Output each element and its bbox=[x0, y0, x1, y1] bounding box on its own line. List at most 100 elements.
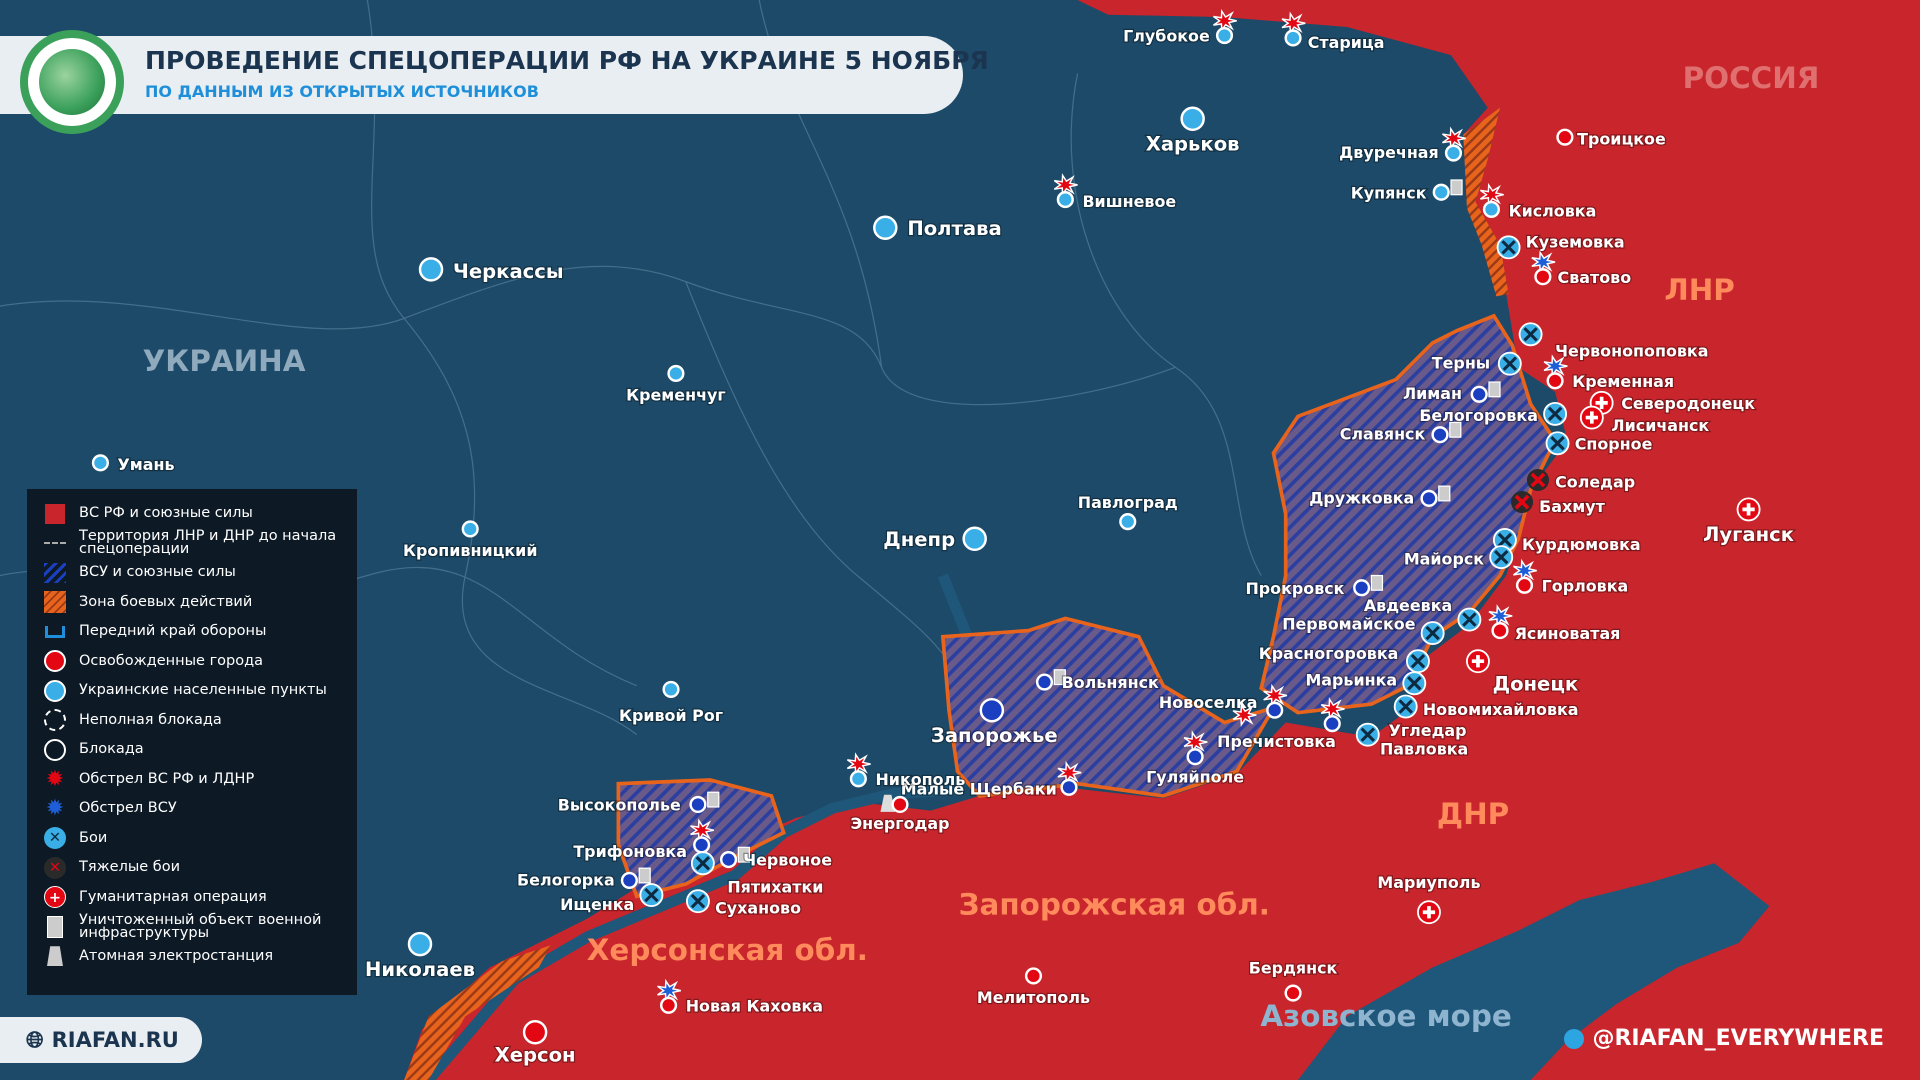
city-36[interactable]: Ясиноватая bbox=[1488, 604, 1622, 644]
city-58[interactable]: Суханово bbox=[686, 889, 802, 919]
city-4[interactable]: Троицкое bbox=[1556, 128, 1667, 150]
city-10[interactable]: Сватово bbox=[1531, 250, 1632, 288]
city-11[interactable]: Черкассы bbox=[418, 257, 565, 284]
city-56[interactable]: Пятихатки bbox=[690, 851, 825, 898]
city-label: Полтава bbox=[907, 217, 1001, 240]
city-6[interactable]: Вишневое bbox=[1053, 173, 1178, 212]
city-0[interactable]: Глубокое bbox=[1122, 9, 1237, 47]
city-42[interactable]: Кривой Рог bbox=[618, 680, 724, 726]
city-41[interactable]: Новоселка bbox=[1158, 683, 1288, 719]
site-link[interactable]: 🌐︎ RIAFAN.RU bbox=[0, 1017, 202, 1063]
city-15[interactable]: Кременная bbox=[1543, 354, 1675, 392]
city-54[interactable]: Червоное bbox=[720, 846, 833, 871]
region-label: ДНР bbox=[1437, 797, 1509, 831]
city-52[interactable]: Высокополье bbox=[557, 791, 720, 816]
city-7[interactable]: Полтава bbox=[873, 215, 1003, 241]
city-29[interactable]: Днепр bbox=[882, 526, 987, 552]
frontline-city-marker bbox=[1353, 579, 1371, 597]
city-16[interactable]: Лиман bbox=[1402, 381, 1501, 404]
legend-label: Передний край обороны bbox=[79, 623, 267, 640]
globe-logo bbox=[20, 30, 124, 134]
city-9[interactable]: Куземовка bbox=[1496, 231, 1626, 260]
city-39[interactable]: Вольнянск bbox=[1035, 669, 1160, 693]
legend-item: Неполная блокада bbox=[41, 706, 357, 736]
heavy-battle-icon: ✕ bbox=[41, 855, 69, 881]
city-26[interactable]: Дружковка bbox=[1308, 485, 1451, 508]
russian-shelling-icon bbox=[1183, 730, 1208, 754]
city-57[interactable]: Ищенка bbox=[559, 883, 664, 915]
city-3[interactable]: Двуречная bbox=[1338, 126, 1466, 163]
city-label: Павловка bbox=[1380, 739, 1468, 758]
city-18[interactable]: Белогоровка bbox=[1418, 401, 1568, 426]
legend-item: Уничтоженный объект военной инфраструкту… bbox=[41, 912, 357, 942]
city-32[interactable]: Горловка bbox=[1513, 558, 1629, 597]
destroyed-object-icon bbox=[737, 846, 750, 863]
city-25[interactable]: Павлоград bbox=[1077, 492, 1179, 531]
city-43[interactable]: Новомихайловка bbox=[1393, 694, 1580, 720]
city-44[interactable]: Запорожье bbox=[930, 697, 1059, 748]
city-34[interactable]: Авдеевка bbox=[1363, 595, 1482, 632]
frontline-city-marker bbox=[1420, 489, 1438, 507]
city-17[interactable]: Северодонецк bbox=[1589, 390, 1756, 415]
city-28[interactable]: Кропивницкий bbox=[402, 520, 539, 561]
city-27[interactable]: Луганск bbox=[1702, 497, 1795, 547]
city-label: Ясиноватая bbox=[1515, 624, 1621, 643]
legend-label: ВС РФ и союзные силы bbox=[79, 505, 253, 522]
city-label: Харьков bbox=[1146, 133, 1240, 156]
city-label: Новоселка bbox=[1159, 693, 1258, 712]
city-2[interactable]: Харьков bbox=[1145, 106, 1241, 157]
legend-label: Украинские населенные пункты bbox=[79, 682, 327, 699]
city-label: Новая Каховка bbox=[686, 996, 823, 1015]
legend-label: Бои bbox=[79, 829, 108, 846]
city-19[interactable]: Лисичанск bbox=[1579, 405, 1711, 436]
city-60[interactable]: Николаев bbox=[364, 931, 476, 982]
city-label: Куземовка bbox=[1526, 232, 1625, 251]
city-21[interactable]: Спорное bbox=[1545, 431, 1654, 456]
city-label: Сватово bbox=[1558, 268, 1632, 287]
frontline-city-marker bbox=[1323, 715, 1341, 733]
city-51[interactable]: Энергодар bbox=[849, 794, 951, 834]
city-61[interactable]: Бердянск bbox=[1248, 957, 1339, 1002]
city-35[interactable]: Первомайское bbox=[1281, 613, 1445, 645]
city-49[interactable]: Малые Щербаки bbox=[900, 760, 1082, 800]
city-label: Павлоград bbox=[1078, 493, 1178, 512]
city-label: Угледар bbox=[1389, 721, 1467, 740]
city-62[interactable]: Мелитополь bbox=[976, 967, 1091, 1008]
city-63[interactable]: Новая Каховка bbox=[657, 978, 824, 1017]
city-55[interactable]: Белогорка bbox=[516, 867, 651, 891]
globe-icon: 🌐︎ bbox=[26, 1027, 44, 1053]
city-38[interactable]: Донецк bbox=[1466, 649, 1579, 697]
red-burst-icon: ✹ bbox=[45, 766, 65, 792]
city-label: Никополь bbox=[876, 770, 966, 789]
city-64[interactable]: Херсон bbox=[493, 1020, 577, 1068]
city-label: Вишневое bbox=[1082, 192, 1176, 211]
city-14[interactable]: Терны bbox=[1431, 351, 1522, 376]
city-50[interactable]: Никополь bbox=[846, 752, 967, 790]
city-label: Луганск bbox=[1703, 523, 1794, 546]
telegram-link[interactable]: @RIAFAN_EVERYWHERE bbox=[1564, 1026, 1884, 1051]
city-label: Белогоровка bbox=[1419, 406, 1538, 425]
city-20[interactable]: Славянск bbox=[1339, 421, 1462, 445]
city-label: Кременчуг bbox=[626, 385, 726, 404]
city-40[interactable]: Марьинка bbox=[1304, 669, 1427, 696]
city-48[interactable]: Гуляйполе bbox=[1145, 730, 1245, 788]
city-53[interactable]: Трифоновка bbox=[572, 818, 715, 862]
city-5[interactable]: Купянск bbox=[1350, 179, 1463, 204]
ukrainian-city-marker bbox=[667, 364, 685, 383]
city-59[interactable]: Мариуполь bbox=[1376, 872, 1482, 925]
city-46[interactable]: Павловка bbox=[1355, 722, 1470, 760]
city-22[interactable]: Умань bbox=[91, 454, 176, 475]
city-23[interactable]: Соледар bbox=[1526, 468, 1636, 493]
city-45[interactable]: Угледар bbox=[1320, 697, 1468, 741]
liberated-city-marker bbox=[522, 1020, 548, 1045]
city-33[interactable]: Прокровск bbox=[1244, 574, 1384, 599]
city-8[interactable]: Кисловка bbox=[1479, 182, 1598, 222]
city-label: Запорожье bbox=[931, 724, 1058, 747]
city-31[interactable]: Майорск bbox=[1403, 545, 1514, 570]
city-24[interactable]: Бахмут bbox=[1511, 491, 1607, 517]
city-1[interactable]: Старица bbox=[1281, 11, 1386, 53]
city-label: Новомихайловка bbox=[1423, 700, 1579, 719]
city-47[interactable]: Пречистовка bbox=[1216, 703, 1337, 752]
city-12[interactable]: Кременчуг bbox=[625, 364, 727, 406]
city-13[interactable]: Червонопоповка bbox=[1518, 322, 1710, 362]
